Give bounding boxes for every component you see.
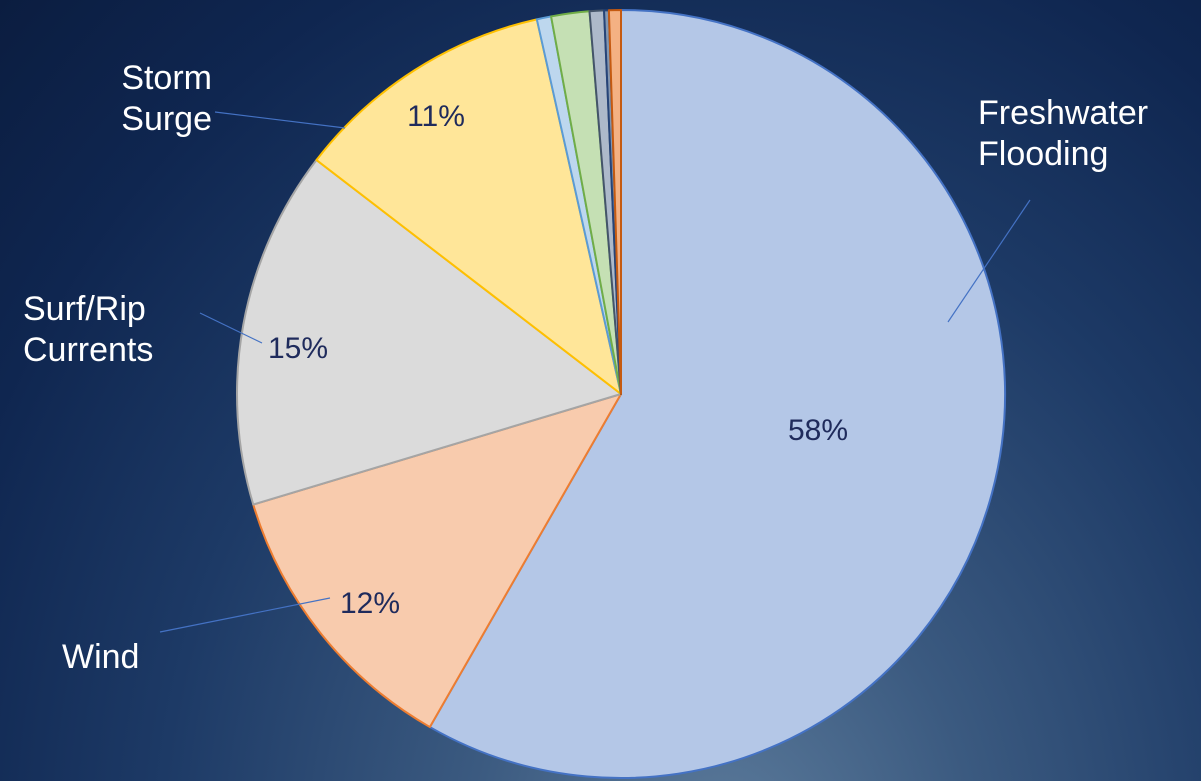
data-label: 11% [407, 100, 465, 133]
data-label: 12% [340, 587, 400, 620]
category-label: Storm Surge [60, 58, 212, 140]
category-label: Surf/Rip Currents [23, 289, 203, 371]
page: 58%12%15%11% (() => { const data = JSON.… [0, 0, 1201, 781]
category-label: Wind [62, 637, 182, 678]
data-label: 58% [788, 414, 848, 447]
leader-line [160, 598, 330, 632]
category-label: Freshwater Flooding [978, 93, 1198, 175]
leader-line [215, 112, 345, 128]
data-label: 15% [268, 332, 328, 365]
